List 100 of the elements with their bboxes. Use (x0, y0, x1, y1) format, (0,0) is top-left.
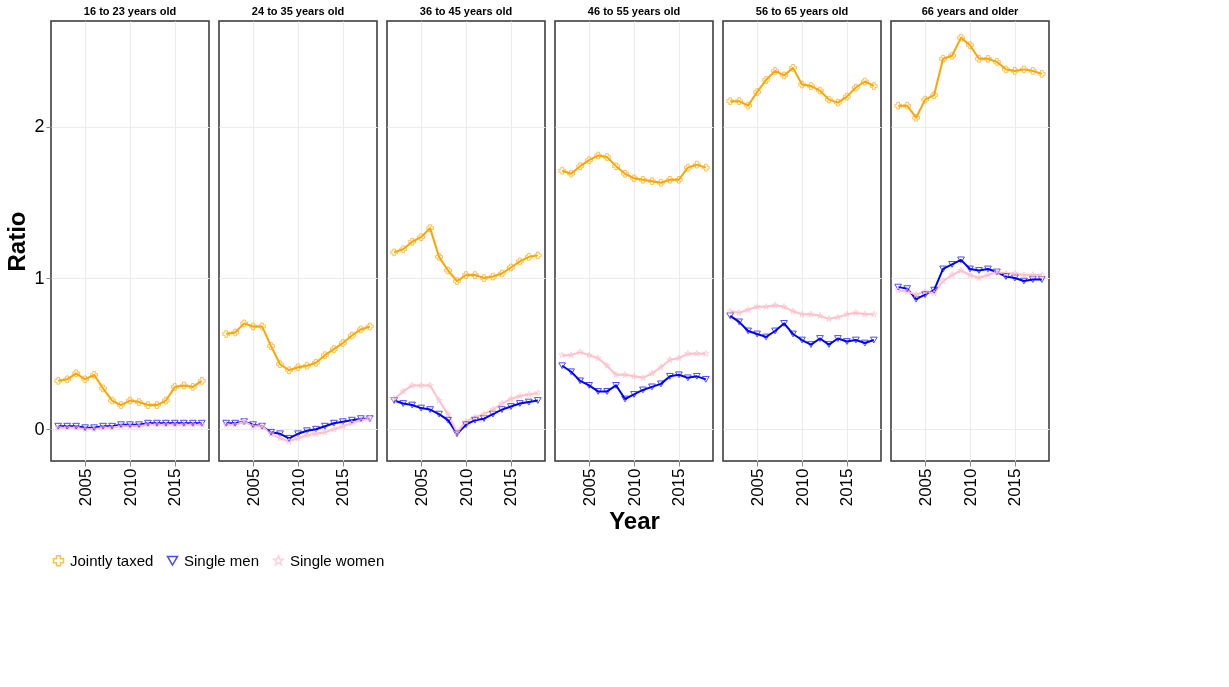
point (231, 328, 240, 337)
point (426, 406, 434, 413)
point (834, 98, 842, 107)
x-axis-title: Year (609, 507, 660, 535)
point (869, 82, 878, 90)
point (99, 384, 107, 393)
point (861, 310, 869, 318)
point (825, 95, 833, 104)
legend-label: Single men (184, 551, 260, 569)
x-tick-label: 2005 (747, 468, 767, 507)
point (453, 277, 461, 285)
x-tick-label: 2015 (333, 468, 353, 507)
x-tick-label: 2010 (624, 468, 644, 507)
point (444, 416, 452, 424)
point (702, 349, 710, 357)
point (585, 381, 593, 389)
point (666, 355, 674, 363)
point (816, 335, 824, 342)
chart-title: 24 to 35 years old (251, 5, 345, 17)
point (975, 54, 983, 63)
point (789, 307, 797, 315)
x-tick-label: 2015 (1005, 468, 1025, 507)
point (1002, 65, 1010, 74)
point (312, 425, 320, 433)
point (498, 269, 506, 278)
point (321, 351, 329, 360)
point (197, 377, 206, 385)
point (948, 271, 956, 279)
point (771, 301, 779, 309)
point (684, 163, 692, 172)
point (399, 387, 407, 395)
point (843, 338, 851, 345)
y-axis-title: Ratio (3, 211, 31, 272)
point (762, 333, 770, 341)
x-tick-label: 2005 (75, 468, 95, 507)
point (912, 295, 920, 303)
point (957, 33, 965, 42)
point (356, 325, 365, 334)
point (516, 392, 524, 400)
point (726, 307, 734, 315)
point (1037, 276, 1046, 283)
point (1011, 269, 1019, 277)
point (630, 391, 638, 398)
point (657, 380, 665, 388)
point (921, 287, 929, 295)
point (675, 371, 683, 379)
point (339, 422, 347, 430)
point (399, 400, 408, 407)
point (54, 377, 63, 385)
point (621, 395, 629, 403)
point (630, 174, 638, 183)
point (753, 302, 761, 310)
point (948, 261, 956, 268)
point (303, 427, 311, 435)
point (834, 335, 842, 342)
point (603, 153, 611, 161)
point (966, 265, 974, 273)
point (753, 330, 761, 338)
point (612, 162, 620, 171)
point (789, 64, 797, 72)
point (762, 302, 770, 310)
x-tick-label: 2005 (915, 468, 935, 507)
point (939, 54, 947, 63)
x-tick-label: 2005 (243, 468, 263, 507)
point (1011, 67, 1019, 75)
point (1020, 271, 1028, 279)
point (558, 362, 567, 370)
point (408, 401, 416, 409)
point (984, 54, 992, 63)
point (735, 97, 744, 105)
point (744, 101, 752, 110)
point (735, 308, 743, 317)
point (984, 265, 992, 273)
x-tick-label: 2015 (165, 468, 185, 507)
point (780, 71, 788, 80)
point (480, 274, 488, 282)
point (1020, 277, 1028, 285)
point (180, 381, 188, 390)
point (807, 310, 815, 318)
point (1020, 65, 1028, 74)
point (666, 175, 674, 184)
point (294, 430, 302, 438)
point (312, 429, 320, 437)
point (621, 370, 629, 379)
point (462, 421, 470, 429)
point (639, 386, 647, 394)
point (684, 349, 692, 357)
point (630, 372, 638, 380)
point (869, 336, 878, 344)
point (744, 305, 752, 314)
x-tick-label: 2015 (501, 468, 521, 507)
chart-title: 66 years and older (921, 5, 1020, 17)
point (921, 291, 929, 299)
point (612, 370, 620, 379)
point (860, 77, 869, 86)
point (417, 233, 425, 242)
legend-label: Jointly taxed (70, 551, 154, 569)
point (162, 396, 170, 405)
point (417, 404, 425, 412)
point (480, 410, 488, 418)
